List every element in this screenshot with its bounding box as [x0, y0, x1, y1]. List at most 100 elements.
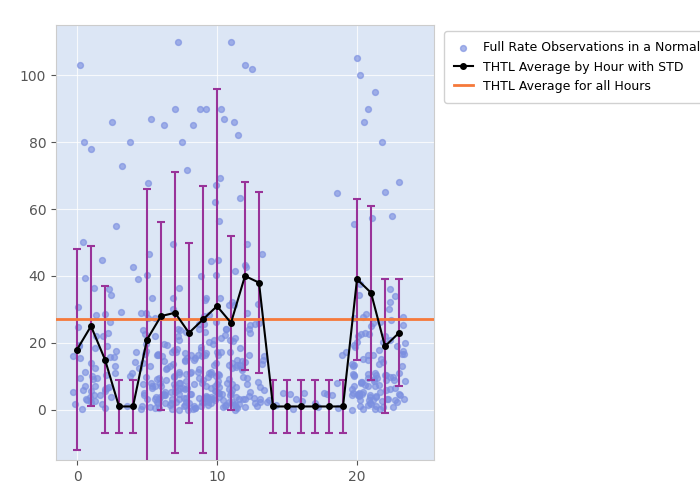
- Full Rate Observations in a Normal Point: [197, 398, 208, 406]
- Full Rate Observations in a Normal Point: [384, 298, 395, 306]
- Full Rate Observations in a Normal Point: [348, 340, 359, 348]
- Full Rate Observations in a Normal Point: [356, 379, 367, 387]
- Full Rate Observations in a Normal Point: [365, 400, 377, 408]
- Full Rate Observations in a Normal Point: [354, 71, 365, 79]
- Full Rate Observations in a Normal Point: [356, 330, 367, 338]
- Full Rate Observations in a Normal Point: [206, 370, 217, 378]
- Full Rate Observations in a Normal Point: [310, 402, 321, 410]
- Full Rate Observations in a Normal Point: [202, 401, 214, 409]
- Full Rate Observations in a Normal Point: [169, 346, 180, 354]
- Full Rate Observations in a Normal Point: [239, 61, 251, 69]
- Full Rate Observations in a Normal Point: [259, 386, 270, 394]
- Full Rate Observations in a Normal Point: [176, 138, 188, 146]
- Full Rate Observations in a Normal Point: [181, 384, 193, 392]
- THTL Average by Hour with STD: [339, 404, 347, 409]
- Full Rate Observations in a Normal Point: [234, 362, 246, 370]
- Full Rate Observations in a Normal Point: [224, 391, 235, 399]
- Full Rate Observations in a Normal Point: [399, 340, 410, 347]
- Full Rate Observations in a Normal Point: [365, 391, 376, 399]
- THTL Average by Hour with STD: [87, 323, 95, 329]
- Full Rate Observations in a Normal Point: [239, 358, 251, 366]
- Full Rate Observations in a Normal Point: [137, 326, 148, 334]
- Full Rate Observations in a Normal Point: [181, 328, 192, 336]
- Full Rate Observations in a Normal Point: [149, 332, 160, 340]
- Full Rate Observations in a Normal Point: [388, 403, 399, 411]
- Full Rate Observations in a Normal Point: [139, 390, 150, 398]
- Full Rate Observations in a Normal Point: [154, 394, 165, 402]
- Full Rate Observations in a Normal Point: [377, 404, 388, 411]
- Full Rate Observations in a Normal Point: [240, 261, 251, 269]
- Full Rate Observations in a Normal Point: [181, 166, 193, 173]
- Full Rate Observations in a Normal Point: [389, 376, 400, 384]
- Full Rate Observations in a Normal Point: [369, 405, 380, 413]
- Full Rate Observations in a Normal Point: [127, 264, 139, 272]
- Full Rate Observations in a Normal Point: [200, 348, 211, 356]
- Full Rate Observations in a Normal Point: [230, 364, 241, 372]
- Full Rate Observations in a Normal Point: [348, 362, 359, 370]
- Full Rate Observations in a Normal Point: [203, 338, 214, 346]
- Full Rate Observations in a Normal Point: [74, 342, 85, 350]
- Full Rate Observations in a Normal Point: [215, 294, 226, 302]
- Full Rate Observations in a Normal Point: [77, 386, 88, 394]
- Full Rate Observations in a Normal Point: [193, 368, 204, 376]
- Full Rate Observations in a Normal Point: [197, 376, 209, 384]
- Full Rate Observations in a Normal Point: [164, 362, 175, 370]
- Full Rate Observations in a Normal Point: [149, 395, 160, 403]
- Full Rate Observations in a Normal Point: [104, 353, 116, 361]
- Full Rate Observations in a Normal Point: [80, 382, 91, 390]
- Full Rate Observations in a Normal Point: [221, 325, 232, 333]
- Full Rate Observations in a Normal Point: [196, 346, 207, 354]
- Full Rate Observations in a Normal Point: [201, 294, 212, 302]
- Full Rate Observations in a Normal Point: [298, 390, 309, 398]
- Full Rate Observations in a Normal Point: [167, 360, 178, 368]
- Full Rate Observations in a Normal Point: [190, 404, 201, 411]
- Full Rate Observations in a Normal Point: [244, 388, 256, 396]
- Full Rate Observations in a Normal Point: [159, 392, 170, 400]
- Full Rate Observations in a Normal Point: [370, 392, 382, 400]
- Full Rate Observations in a Normal Point: [102, 330, 113, 338]
- Full Rate Observations in a Normal Point: [384, 305, 395, 313]
- Full Rate Observations in a Normal Point: [240, 263, 251, 271]
- Full Rate Observations in a Normal Point: [377, 397, 388, 405]
- Full Rate Observations in a Normal Point: [244, 351, 255, 359]
- Full Rate Observations in a Normal Point: [389, 396, 400, 404]
- Full Rate Observations in a Normal Point: [380, 371, 391, 379]
- Full Rate Observations in a Normal Point: [211, 360, 222, 368]
- Full Rate Observations in a Normal Point: [243, 326, 254, 334]
- Full Rate Observations in a Normal Point: [214, 388, 225, 396]
- THTL Average by Hour with STD: [381, 343, 389, 349]
- Full Rate Observations in a Normal Point: [264, 396, 275, 404]
- Full Rate Observations in a Normal Point: [85, 358, 97, 366]
- Full Rate Observations in a Normal Point: [155, 382, 166, 390]
- Full Rate Observations in a Normal Point: [237, 366, 248, 374]
- Full Rate Observations in a Normal Point: [214, 382, 225, 390]
- Full Rate Observations in a Normal Point: [141, 310, 152, 318]
- Full Rate Observations in a Normal Point: [150, 404, 161, 412]
- Full Rate Observations in a Normal Point: [159, 357, 170, 365]
- THTL Average by Hour with STD: [115, 404, 123, 409]
- Full Rate Observations in a Normal Point: [205, 396, 216, 404]
- Full Rate Observations in a Normal Point: [387, 374, 398, 382]
- Full Rate Observations in a Normal Point: [186, 352, 197, 360]
- Full Rate Observations in a Normal Point: [193, 365, 204, 373]
- Full Rate Observations in a Normal Point: [144, 250, 155, 258]
- Full Rate Observations in a Normal Point: [199, 296, 210, 304]
- Full Rate Observations in a Normal Point: [241, 374, 253, 382]
- Full Rate Observations in a Normal Point: [367, 396, 378, 404]
- Full Rate Observations in a Normal Point: [370, 88, 381, 96]
- Full Rate Observations in a Normal Point: [80, 396, 92, 404]
- Full Rate Observations in a Normal Point: [206, 258, 217, 266]
- Full Rate Observations in a Normal Point: [203, 372, 214, 380]
- THTL Average for all Hours: [73, 316, 81, 322]
- Full Rate Observations in a Normal Point: [166, 398, 177, 406]
- Full Rate Observations in a Normal Point: [253, 378, 264, 386]
- Full Rate Observations in a Normal Point: [85, 387, 97, 395]
- Full Rate Observations in a Normal Point: [167, 305, 178, 313]
- Full Rate Observations in a Normal Point: [152, 399, 163, 407]
- Full Rate Observations in a Normal Point: [386, 212, 398, 220]
- THTL Average by Hour with STD: [269, 404, 277, 409]
- Full Rate Observations in a Normal Point: [181, 354, 193, 362]
- Full Rate Observations in a Normal Point: [96, 400, 107, 408]
- Full Rate Observations in a Normal Point: [226, 386, 237, 394]
- Full Rate Observations in a Normal Point: [206, 384, 217, 392]
